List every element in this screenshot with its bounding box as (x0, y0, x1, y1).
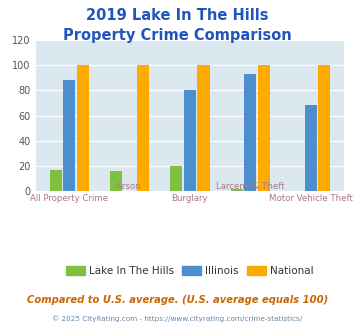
Bar (318, 65, 330, 191)
Bar (63, 80, 75, 191)
Text: Property Crime Comparison: Property Crime Comparison (63, 28, 292, 43)
Bar (77, 65, 89, 191)
Bar (258, 65, 270, 191)
Text: © 2025 CityRating.com - https://www.cityrating.com/crime-statistics/: © 2025 CityRating.com - https://www.city… (53, 315, 302, 322)
Text: Burglary: Burglary (171, 194, 208, 203)
Bar (197, 65, 209, 191)
Text: Arson: Arson (117, 182, 142, 191)
Bar (170, 166, 182, 191)
Bar (231, 189, 243, 191)
Text: All Property Crime: All Property Crime (30, 194, 108, 203)
Text: Compared to U.S. average. (U.S. average equals 100): Compared to U.S. average. (U.S. average … (27, 295, 328, 305)
Bar (110, 171, 122, 191)
Text: Motor Vehicle Theft: Motor Vehicle Theft (269, 194, 353, 203)
Legend: Lake In The Hills, Illinois, National: Lake In The Hills, Illinois, National (62, 262, 318, 280)
Text: Larceny & Theft: Larceny & Theft (216, 182, 285, 191)
Bar (305, 105, 317, 191)
Bar (50, 170, 62, 191)
Bar (184, 90, 196, 191)
Text: 2019 Lake In The Hills: 2019 Lake In The Hills (86, 8, 269, 23)
Bar (244, 74, 256, 191)
Bar (137, 65, 149, 191)
